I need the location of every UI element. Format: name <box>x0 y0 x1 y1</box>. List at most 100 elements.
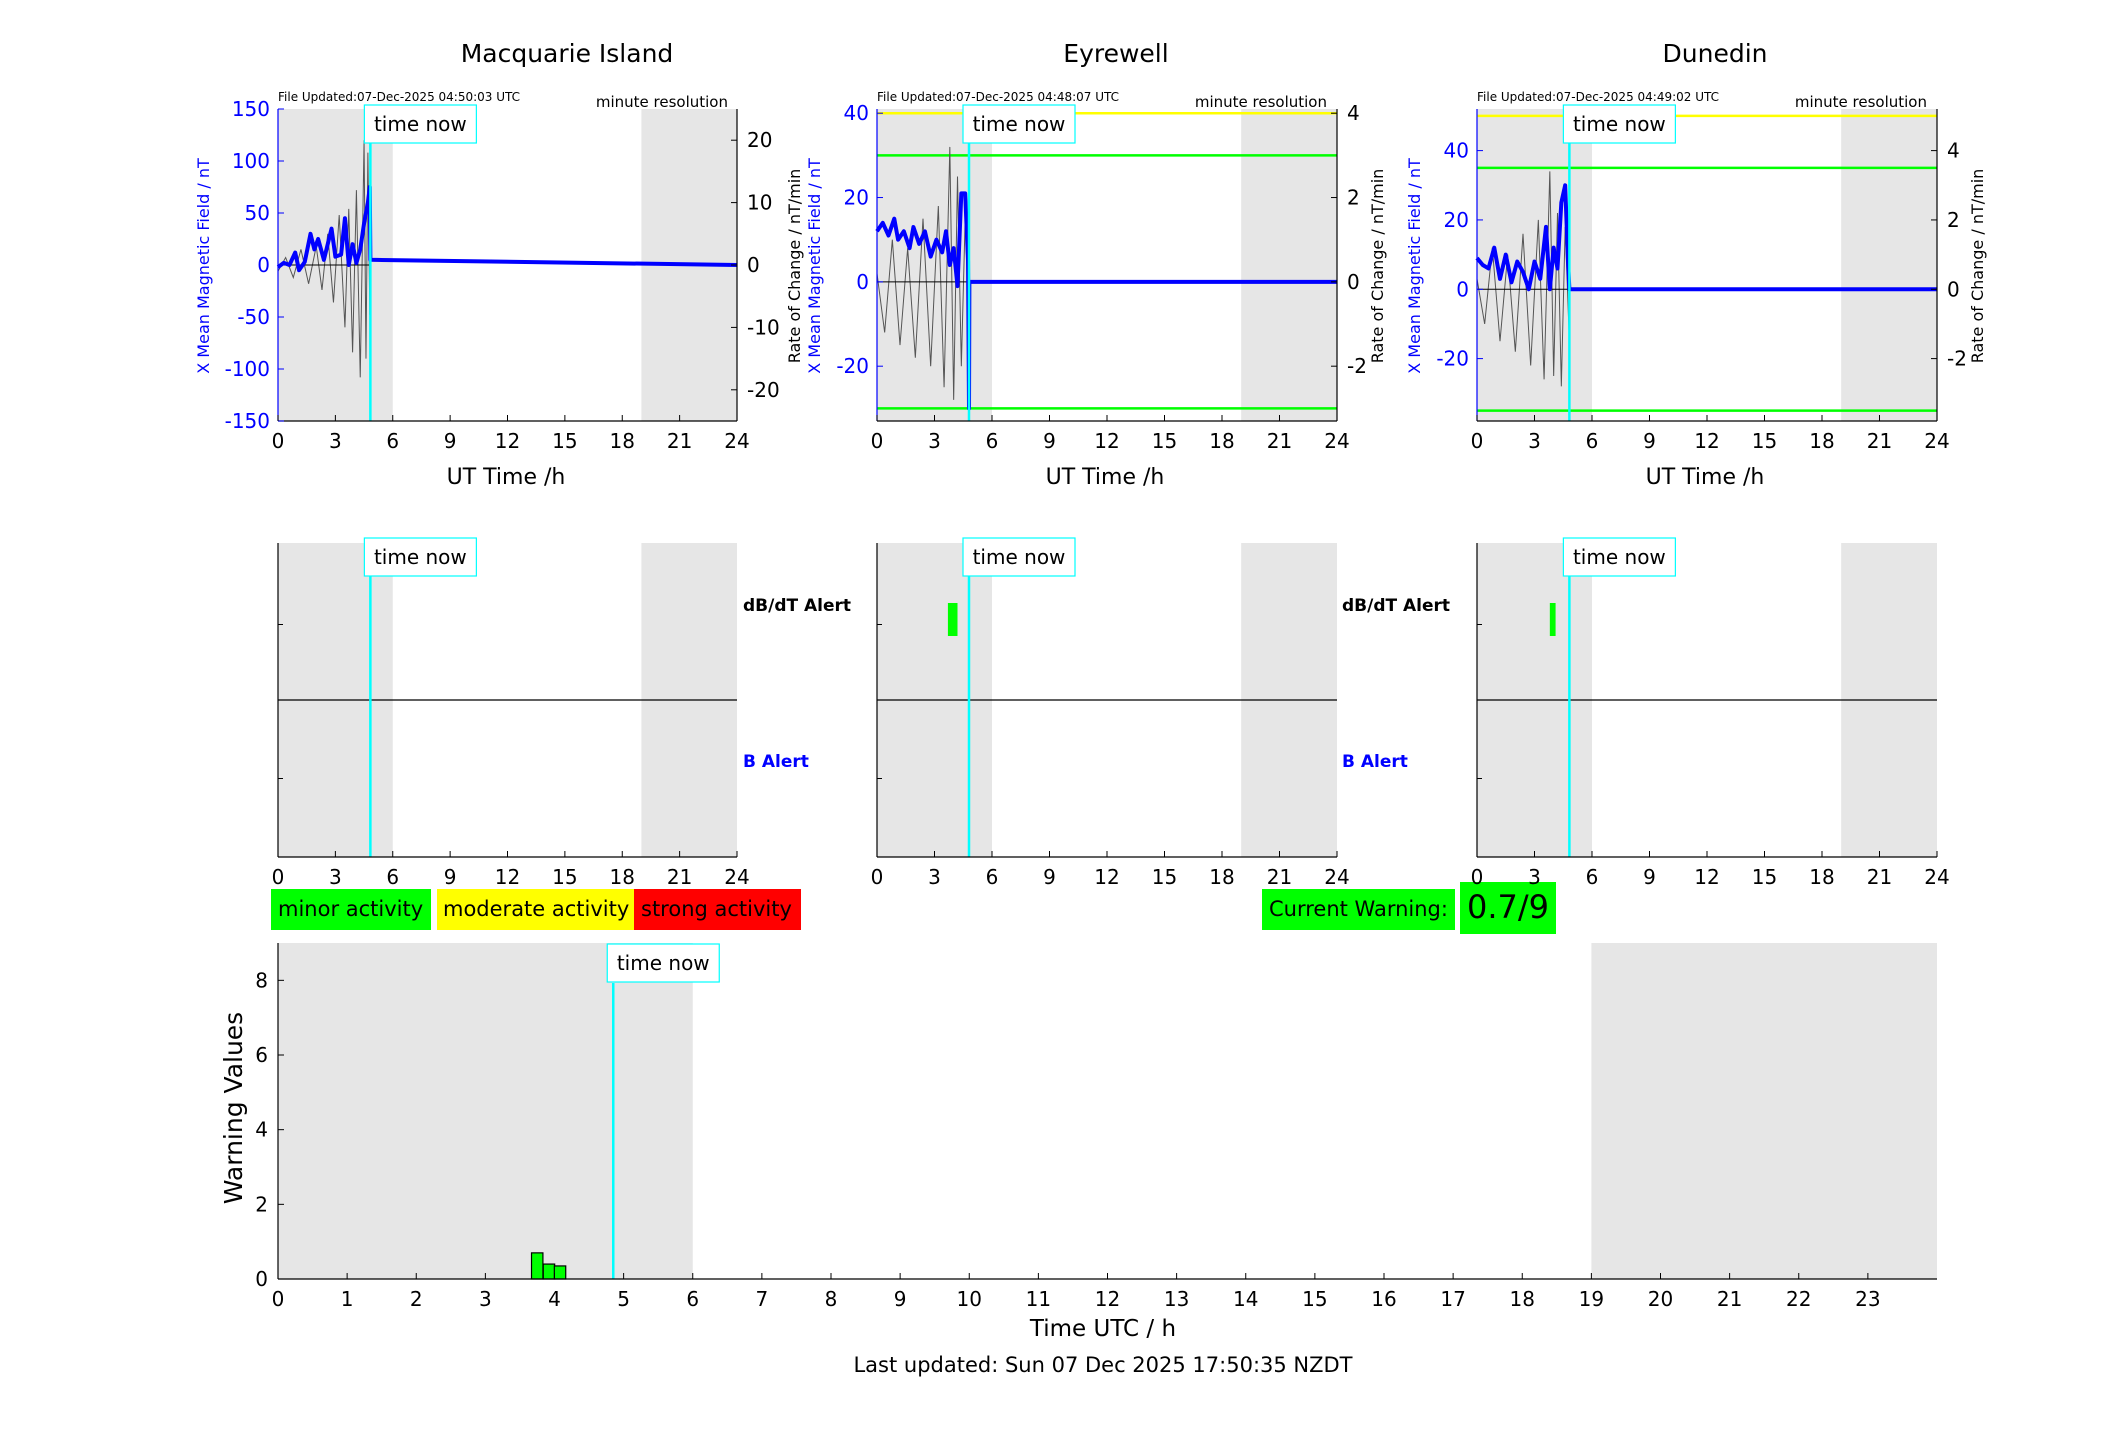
warning-ylabel: Warning Values <box>219 1012 248 1204</box>
right-tick-label: 2 <box>1347 186 1360 210</box>
x-tick-label: 23 <box>1855 1287 1880 1311</box>
left-tick-label: 40 <box>844 101 869 125</box>
b-alert-label-1: B Alert <box>743 752 809 772</box>
x-tick-label: 6 <box>386 429 399 453</box>
x-tick-label: 21 <box>1267 429 1292 453</box>
station-alert-chart: time now 0 3 6 9 12 15 18 21 24 <box>871 537 1350 889</box>
dbdt-alert-label-1: dB/dT Alert <box>743 596 851 616</box>
x-tick-label: 24 <box>724 865 749 889</box>
x-tick-label: 6 <box>1586 429 1599 453</box>
x-tick-label: 2 <box>410 1287 423 1311</box>
x-tick-label: 10 <box>957 1287 982 1311</box>
x-tick-label: 15 <box>552 429 577 453</box>
left-tick-label: -100 <box>225 357 270 381</box>
plots-layer: time now-150-100-50050100150-20-10010200… <box>225 97 1967 1311</box>
time-now-label: time now <box>973 112 1066 136</box>
right-tick-label: -20 <box>747 378 780 402</box>
x-tick-label: 7 <box>756 1287 769 1311</box>
x-tick-label: 6 <box>386 865 399 889</box>
resolution-dunedin: minute resolution <box>1795 93 1927 111</box>
time-now-box <box>962 104 1076 144</box>
station-alert-chart: time now 0 3 6 9 12 15 18 21 24 <box>272 537 750 889</box>
warning-bar <box>553 1265 567 1280</box>
left-tick-label: 40 <box>1444 139 1469 163</box>
left-tick-label: -20 <box>836 354 869 378</box>
y-tick-label: 6 <box>255 1043 268 1067</box>
x-tick-label: 6 <box>1586 865 1599 889</box>
time-now-box <box>363 104 477 144</box>
ylabel-field-macquarie: X Mean Magnetic Field / nT <box>194 158 213 374</box>
ylabel-rate-macquarie: Rate of Change / nT/min <box>785 169 804 364</box>
x-tick-label: 15 <box>552 865 577 889</box>
legend-strong-box <box>634 889 801 930</box>
x-tick-label: 18 <box>1209 865 1234 889</box>
x-tick-label: 6 <box>986 429 999 453</box>
right-tick-label: 2 <box>1947 208 1960 232</box>
x-tick-label: 14 <box>1233 1287 1258 1311</box>
x-tick-label: 9 <box>894 1287 907 1311</box>
station-title-macquarie: Macquarie Island <box>461 39 674 68</box>
y-tick-label: 4 <box>255 1118 268 1142</box>
x-tick-label: 6 <box>986 865 999 889</box>
x-tick-label: 12 <box>1095 1287 1120 1311</box>
x-tick-label: 21 <box>1267 865 1292 889</box>
time-now-label: time now <box>1573 545 1666 569</box>
left-tick-label: -150 <box>225 409 270 433</box>
resolution-eyrewell: minute resolution <box>1195 93 1327 111</box>
x-tick-label: 24 <box>724 429 749 453</box>
time-now-label: time now <box>973 545 1066 569</box>
x-tick-label: 15 <box>1302 1287 1327 1311</box>
legend-strong-label: strong activity <box>641 897 792 921</box>
x-tick-label: 9 <box>1643 865 1656 889</box>
x-tick-label: 21 <box>1867 429 1892 453</box>
file-updated-dunedin: File Updated:07-Dec-2025 04:49:02 UTC <box>1477 90 1719 104</box>
station-title-dunedin: Dunedin <box>1663 39 1768 68</box>
x-tick-label: 12 <box>495 429 520 453</box>
left-tick-label: -50 <box>237 305 270 329</box>
right-tick-label: 4 <box>1947 139 1960 163</box>
x-tick-label: 11 <box>1026 1287 1051 1311</box>
resolution-macquarie: minute resolution <box>596 93 728 111</box>
night-shading <box>877 109 992 421</box>
x-tick-label: 15 <box>1752 429 1777 453</box>
x-tick-label: 9 <box>444 865 457 889</box>
left-tick-label: 0 <box>257 253 270 277</box>
night-shading <box>1591 943 1937 1279</box>
last-updated: Last updated: Sun 07 Dec 2025 17:50:35 N… <box>853 1353 1352 1377</box>
time-now-box <box>606 943 720 983</box>
x-tick-label: 19 <box>1579 1287 1604 1311</box>
x-tick-label: 3 <box>479 1287 492 1311</box>
x-tick-label: 3 <box>1528 429 1541 453</box>
x-tick-label: 9 <box>1043 429 1056 453</box>
b-alert-label-2: B Alert <box>1342 752 1408 772</box>
x-tick-label: 17 <box>1440 1287 1465 1311</box>
time-now-box <box>1562 104 1676 144</box>
legend-minor-label: minor activity <box>278 897 423 921</box>
right-tick-label: 10 <box>747 191 772 215</box>
right-tick-label: 20 <box>747 128 772 152</box>
x-tick-label: 8 <box>825 1287 838 1311</box>
x-tick-label: 24 <box>1924 429 1949 453</box>
station-field-chart: time now-150-100-50050100150-20-10010200… <box>225 97 780 453</box>
ylabel-field-dunedin: X Mean Magnetic Field / nT <box>1405 158 1424 374</box>
time-now-box <box>363 537 477 577</box>
right-tick-label: -10 <box>747 315 780 339</box>
x-tick-label: 9 <box>1643 429 1656 453</box>
x-tick-label: 3 <box>928 429 941 453</box>
x-tick-label: 21 <box>667 865 692 889</box>
ylabel-field-eyrewell: X Mean Magnetic Field / nT <box>805 158 824 374</box>
time-now-label: time now <box>1573 112 1666 136</box>
time-now-label: time now <box>374 112 467 136</box>
x-tick-label: 3 <box>1528 865 1541 889</box>
right-tick-label: -2 <box>1347 354 1367 378</box>
warning-bar <box>530 1252 544 1280</box>
left-tick-label: 20 <box>1444 208 1469 232</box>
x-tick-label: 24 <box>1324 429 1349 453</box>
time-now-label: time now <box>374 545 467 569</box>
file-updated-eyrewell: File Updated:07-Dec-2025 04:48:07 UTC <box>877 90 1119 104</box>
left-tick-label: -20 <box>1436 347 1469 371</box>
field-series-line <box>1475 183 1937 292</box>
x-tick-label: 18 <box>1510 1287 1535 1311</box>
